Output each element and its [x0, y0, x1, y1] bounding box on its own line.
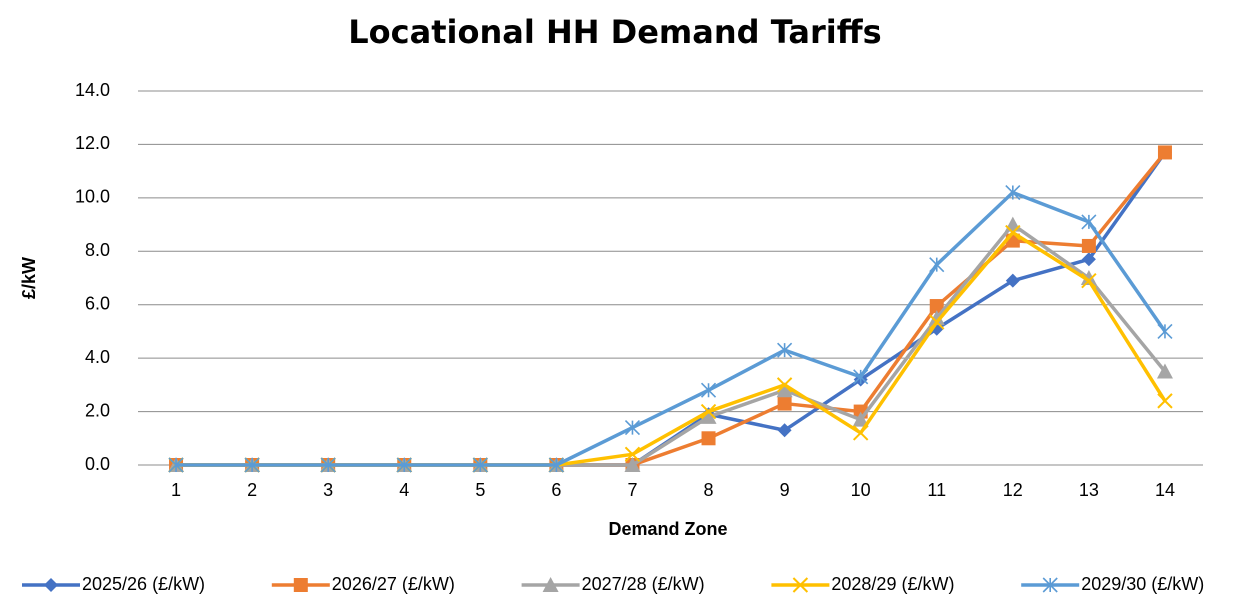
marker: [320, 457, 336, 473]
x-axis-title: Demand Zone: [608, 519, 727, 539]
marker: [852, 411, 869, 427]
legend-label: 2025/26 (£/kW): [82, 574, 205, 594]
x-tick-label: 3: [323, 480, 333, 500]
marker: [293, 578, 308, 592]
marker: [548, 457, 564, 473]
y-tick-label: 0.0: [85, 454, 110, 474]
y-tick-label: 6.0: [85, 293, 110, 313]
marker: [1005, 224, 1021, 241]
series-line: [176, 151, 1167, 467]
x-tick-label: 12: [1003, 480, 1023, 500]
legend-label: 2029/30 (£/kW): [1081, 574, 1204, 594]
marker: [472, 457, 488, 473]
marker: [929, 299, 944, 314]
marker: [1081, 214, 1097, 230]
marker: [852, 425, 869, 441]
legend-label: 2028/29 (£/kW): [831, 574, 954, 594]
marker: [1005, 184, 1021, 201]
legend-label: 2027/28 (£/kW): [582, 574, 705, 594]
marker: [168, 457, 184, 473]
x-tick-label: 10: [851, 480, 871, 500]
marker: [624, 446, 641, 463]
marker: [928, 310, 945, 326]
legend-item: 2029/30 (£/kW): [1021, 574, 1204, 594]
x-tick-label: 11: [927, 480, 946, 500]
marker: [700, 403, 717, 420]
legend-label: 2026/27 (£/kW): [332, 574, 455, 594]
marker: [1004, 216, 1021, 232]
marker: [853, 369, 869, 385]
marker: [777, 423, 792, 438]
y-tick-label: 4.0: [85, 347, 110, 367]
marker: [1042, 577, 1058, 593]
marker: [1081, 272, 1097, 289]
y-tick-label: 12.0: [75, 133, 110, 153]
x-tick-label: 13: [1079, 480, 1099, 500]
legend-item: 2028/29 (£/kW): [771, 574, 954, 594]
marker: [244, 457, 260, 473]
marker: [1081, 252, 1096, 267]
legend-item: 2026/27 (£/kW): [271, 574, 455, 594]
marker: [1081, 238, 1096, 253]
x-tick-label: 9: [780, 480, 790, 500]
series-line: [176, 151, 1167, 467]
y-tick-label: 10.0: [75, 187, 110, 207]
marker: [624, 457, 641, 472]
y-tick-label: 2.0: [85, 400, 110, 420]
x-tick-label: 7: [627, 480, 637, 500]
y-tick-label: 8.0: [85, 240, 110, 260]
marker: [701, 431, 716, 446]
marker: [1157, 393, 1173, 409]
chart-title: Locational HH Demand Tariffs: [348, 13, 881, 51]
marker: [776, 382, 793, 398]
x-tick-label: 1: [171, 480, 181, 500]
marker: [929, 314, 945, 330]
marker: [542, 577, 559, 592]
marker: [929, 257, 945, 273]
legend-item: 2027/28 (£/kW): [521, 574, 705, 594]
marker: [1157, 323, 1173, 339]
series-line: [176, 230, 1167, 467]
y-axis-title: £/kW: [19, 257, 39, 299]
marker: [1005, 273, 1020, 288]
legend-item: 2025/26 (£/kW): [22, 574, 205, 594]
marker: [624, 420, 641, 436]
marker: [1080, 270, 1097, 285]
x-tick-label: 4: [399, 480, 409, 500]
marker: [792, 577, 809, 593]
x-tick-label: 5: [475, 480, 485, 500]
marker: [1156, 363, 1173, 379]
x-tick-label: 14: [1155, 480, 1175, 500]
series-line: [176, 190, 1167, 467]
marker: [777, 396, 792, 411]
x-tick-label: 2: [247, 480, 257, 500]
marker: [396, 457, 412, 473]
marker: [700, 382, 717, 398]
marker: [776, 377, 793, 393]
marker: [777, 342, 793, 358]
marker: [44, 578, 58, 592]
marker: [1157, 145, 1172, 160]
x-tick-label: 8: [704, 480, 714, 500]
x-tick-label: 6: [551, 480, 561, 500]
y-tick-label: 14.0: [75, 80, 110, 100]
marker: [700, 408, 717, 424]
series-line: [176, 222, 1167, 467]
